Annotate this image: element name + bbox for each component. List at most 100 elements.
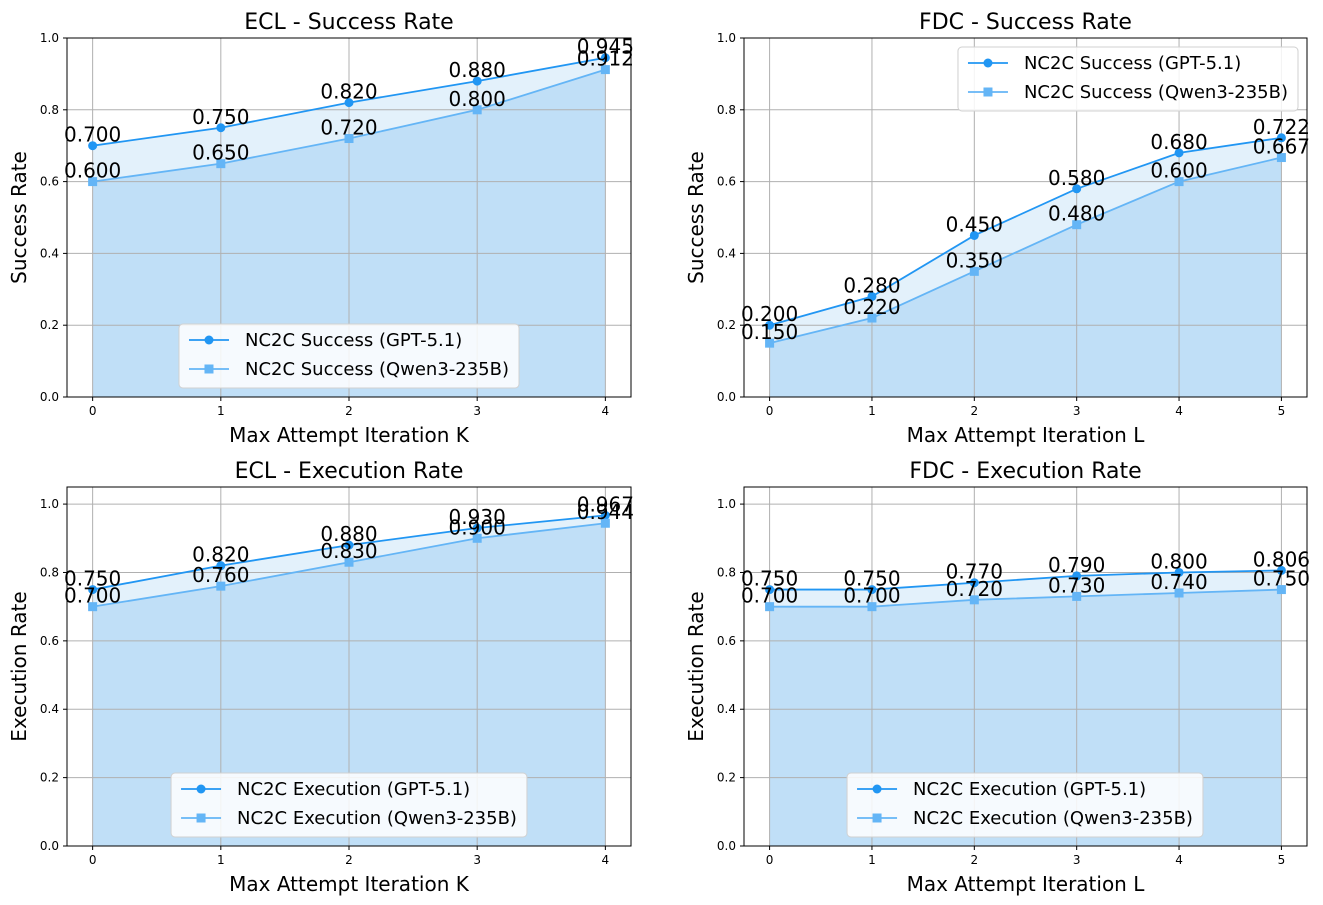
data-point-qwen <box>88 177 98 187</box>
chart-panel-2: 0.2000.2800.4500.5800.6800.7220.1500.220… <box>684 10 1310 447</box>
data-point-gpt <box>1072 184 1082 194</box>
y-tick-label: 0.4 <box>40 246 59 260</box>
x-tick-label: 5 <box>1278 853 1286 867</box>
y-axis-label: Success Rate <box>7 151 31 284</box>
legend-label: NC2C Success (Qwen3-235B) <box>1024 82 1288 103</box>
x-axis-label: Max Attempt Iteration K <box>229 423 470 447</box>
data-point-qwen <box>216 581 226 591</box>
data-label: 0.806 <box>1253 547 1310 571</box>
data-label: 0.667 <box>1253 135 1310 159</box>
y-axis-label: Success Rate <box>684 151 708 284</box>
y-tick-label: 0.6 <box>717 634 736 648</box>
legend: NC2C Success (GPT-5.1) NC2C Success (Qwen… <box>178 323 520 389</box>
x-tick-label: 2 <box>345 853 353 867</box>
chart-title: ECL - Success Rate <box>244 10 453 35</box>
data-label: 0.880 <box>449 58 506 82</box>
legend-label: NC2C Execution (Qwen3-235B) <box>237 808 517 829</box>
data-point-qwen <box>765 602 775 612</box>
x-tick-label: 0 <box>766 404 774 418</box>
data-point-gpt <box>88 585 98 595</box>
legend: NC2C Success (GPT-5.1) NC2C Success (Qwen… <box>957 46 1299 112</box>
legend: NC2C Execution (GPT-5.1) NC2C Execution (… <box>846 772 1204 838</box>
data-label: 0.945 <box>577 35 634 59</box>
x-axis-label: Max Attempt Iteration L <box>907 872 1146 896</box>
area-between-series <box>769 570 1282 607</box>
data-point-qwen <box>1072 591 1082 601</box>
y-tick-label: 1.0 <box>717 31 736 45</box>
data-label: 0.900 <box>449 515 506 539</box>
data-point-gpt <box>1276 133 1286 143</box>
data-label: 0.700 <box>843 584 900 608</box>
data-label: 0.770 <box>946 560 1003 584</box>
data-label: 0.480 <box>1048 202 1105 226</box>
data-label: 0.600 <box>64 159 121 183</box>
y-tick-label: 0.8 <box>717 565 736 579</box>
data-point-qwen <box>1174 177 1184 187</box>
data-label: 0.790 <box>1048 553 1105 577</box>
x-tick-label: 0 <box>766 853 774 867</box>
data-point-gpt <box>1174 148 1184 158</box>
x-tick-label: 4 <box>602 404 610 418</box>
data-point-qwen <box>600 518 610 528</box>
data-label: 0.720 <box>946 577 1003 601</box>
data-label: 0.750 <box>1253 567 1310 591</box>
data-point-gpt <box>867 585 877 595</box>
x-axis-label: Max Attempt Iteration L <box>907 423 1146 447</box>
data-label: 0.722 <box>1253 115 1310 139</box>
data-label: 0.280 <box>843 273 900 297</box>
x-tick-label: 2 <box>345 404 353 418</box>
chart-panel-4: 0.750 0.750 0.770 0.790 0.800 0.806 0.700 0.700… <box>684 459 1310 896</box>
y-tick-label: 0.4 <box>40 702 59 716</box>
y-tick-label: 0.6 <box>717 175 736 189</box>
data-label: 0.580 <box>1048 166 1105 190</box>
data-point-qwen <box>1072 220 1082 230</box>
x-axis-label: Max Attempt Iteration K <box>229 872 470 896</box>
y-tick-label: 0.0 <box>717 390 736 404</box>
legend-label: NC2C Execution (Qwen3-235B) <box>913 808 1193 829</box>
area-between-series <box>769 137 1282 344</box>
x-tick-label: 2 <box>970 404 978 418</box>
legend-label: NC2C Success (Qwen3-235B) <box>245 359 509 380</box>
series-line-qwen <box>769 588 1282 608</box>
y-tick-label: 0.2 <box>717 771 736 785</box>
legend-marker <box>983 58 993 68</box>
x-tick-label: 0 <box>89 853 97 867</box>
data-label: 0.820 <box>320 80 377 104</box>
data-point-qwen <box>600 65 610 75</box>
area-under-qwen <box>769 157 1282 397</box>
y-tick-label: 0.0 <box>40 839 59 853</box>
legend-marker <box>196 813 206 823</box>
x-tick-label: 5 <box>1278 404 1286 418</box>
y-tick-label: 0.6 <box>40 634 59 648</box>
data-point-gpt <box>600 510 610 520</box>
data-point-gpt <box>765 585 775 595</box>
data-point-gpt <box>344 98 354 108</box>
data-point-gpt <box>216 123 226 133</box>
data-label: 0.880 <box>320 522 377 546</box>
data-point-qwen <box>969 266 979 276</box>
y-tick-label: 0.2 <box>40 771 59 785</box>
y-tick-label: 0.0 <box>40 390 59 404</box>
data-label: 0.820 <box>192 543 249 567</box>
data-label: 0.650 <box>192 141 249 165</box>
chart-title: FDC - Execution Rate <box>909 459 1141 484</box>
data-label: 0.967 <box>577 492 634 516</box>
legend-marker <box>983 87 993 97</box>
data-point-gpt <box>765 320 775 330</box>
data-point-gpt <box>1276 565 1286 575</box>
legend-label: NC2C Execution (GPT-5.1) <box>913 779 1146 800</box>
data-point-gpt <box>969 578 979 588</box>
data-label: 0.930 <box>449 505 506 529</box>
data-label: 0.750 <box>64 567 121 591</box>
chart-panel-1: 0.7000.7500.8200.8800.9450.6000.6500.720… <box>7 10 634 447</box>
series-line-gpt <box>769 569 1282 591</box>
y-tick-label: 0.2 <box>717 318 736 332</box>
x-tick-label: 3 <box>473 404 481 418</box>
data-point-qwen <box>765 338 775 348</box>
data-label: 0.220 <box>843 295 900 319</box>
data-label: 0.200 <box>741 302 798 326</box>
data-label: 0.750 <box>741 567 798 591</box>
x-tick-label: 1 <box>868 853 876 867</box>
data-point-qwen <box>344 557 354 567</box>
